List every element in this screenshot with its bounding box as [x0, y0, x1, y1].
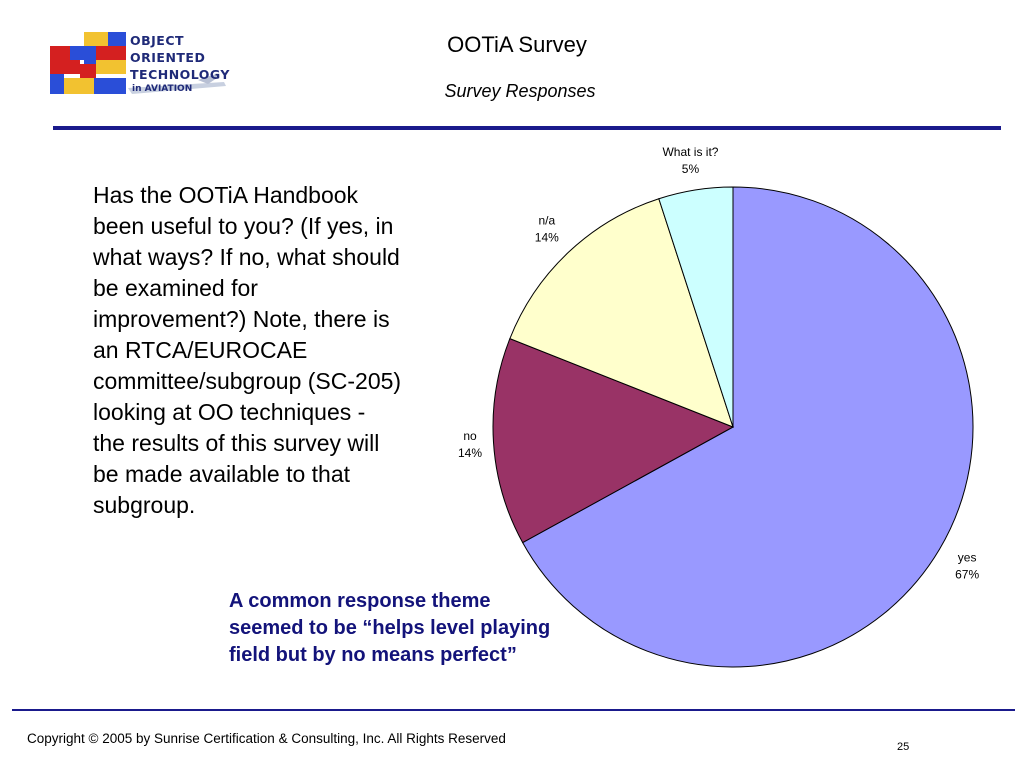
logo-line-1: OBJECT: [130, 33, 185, 48]
page-number: 25: [897, 741, 910, 753]
pie-percent-what-is-it: 5%: [682, 162, 700, 176]
slide-subtitle: Survey Responses: [444, 81, 596, 101]
ootia-logo: [48, 30, 230, 102]
footer-divider: [12, 709, 1015, 711]
pie-label-yes: yes: [958, 550, 977, 564]
logo-subtext: in AVIATION: [132, 84, 193, 94]
pie-label-n-a: n/a: [538, 214, 555, 228]
pie-chart-svg: yes 67% no 14% n/a 14% What is it? 5%: [458, 145, 979, 668]
pie-percent-no: 14%: [458, 446, 482, 460]
pie-slice-what-is-it: [658, 186, 734, 428]
logo-line-3: TECHNOLOGY: [130, 67, 230, 82]
logo-text: OBJECT ORIENTED TECHNOLOGY: [130, 32, 230, 83]
header-divider: [53, 126, 1001, 130]
pie-percent-yes: 67%: [955, 567, 979, 581]
logo-blocks-graphic: [50, 32, 226, 94]
response-theme-note: A common response theme seemed to be “he…: [229, 590, 551, 666]
survey-question: Has the OOTiA Handbook been useful to yo…: [93, 182, 402, 518]
copyright-notice: Copyright © 2005 by Sunrise Certificatio…: [27, 731, 506, 746]
pie-percent-n-a: 14%: [535, 231, 559, 245]
pie-slice-no: [492, 338, 735, 544]
pie-slice-yes: [522, 186, 974, 668]
pie-label-what-is-it: What is it?: [662, 145, 718, 159]
pie-chart: yes 67% no 14% n/a 14% What is it? 5%: [440, 140, 1000, 680]
slide-title: OOTiA Survey: [447, 32, 587, 57]
pie-label-no: no: [463, 429, 477, 443]
logo-line-2: ORIENTED: [130, 50, 206, 65]
